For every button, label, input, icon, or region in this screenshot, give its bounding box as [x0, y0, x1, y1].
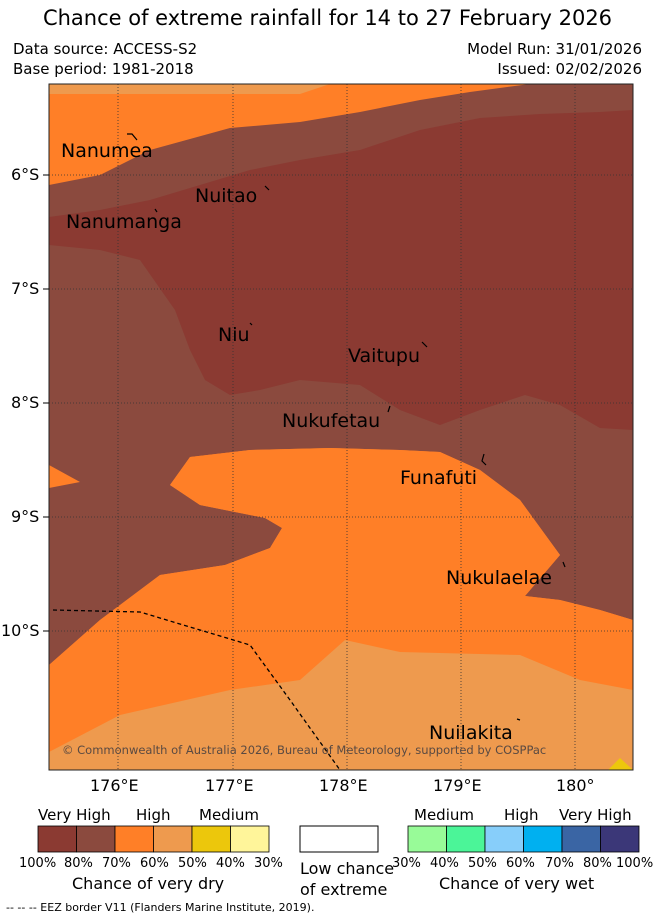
zone-very-high-dry-core	[49, 110, 633, 430]
place-label-nuitao: Nuitao	[195, 185, 258, 207]
wet-swatch-2	[484, 825, 524, 853]
place-label-nanumea: Nanumea	[61, 140, 153, 162]
lon-label-180: 180°	[556, 776, 595, 795]
dry-pct-40: 40%	[216, 856, 245, 871]
island-marks	[127, 133, 566, 721]
wet-swatch-0	[407, 825, 447, 853]
dry-swatch-2	[114, 825, 154, 853]
wet-header-medium: Medium	[414, 806, 474, 824]
yellow-corner	[608, 758, 633, 770]
dry-header-high: High	[136, 806, 171, 824]
dry-swatch-3	[153, 825, 193, 853]
dry-header-very-high: Very High	[38, 806, 111, 824]
low-chance-swatch	[299, 825, 379, 853]
model-run-label: Model Run: 31/01/2026	[467, 40, 642, 58]
wet-pct-80: 80%	[583, 856, 612, 871]
zone-medium-dry-south	[49, 640, 633, 770]
dry-swatch-1	[76, 825, 116, 853]
map-frame	[48, 83, 634, 771]
dry-pct-30: 30%	[254, 856, 283, 871]
wet-header-high: High	[504, 806, 539, 824]
place-label-niu: Niu	[218, 324, 250, 346]
wet-pct-70: 70%	[545, 856, 574, 871]
place-label-vaitupu: Vaitupu	[348, 345, 421, 367]
dry-pct-50: 50%	[178, 856, 207, 871]
base-period-label: Base period: 1981-2018	[13, 60, 194, 78]
wet-pct-100: 100%	[616, 856, 654, 871]
lat-label-8s: 8°S	[11, 393, 40, 412]
lat-tick-marks	[43, 174, 49, 632]
wet-pct-60: 60%	[506, 856, 535, 871]
eez-footer-note: -- -- -- EEZ border V11 (Flanders Marine…	[6, 901, 315, 914]
issued-label: Issued: 02/02/2026	[497, 60, 642, 78]
lon-label-177e: 177°E	[205, 776, 254, 795]
wet-swatch-5	[600, 825, 640, 853]
wet-pct-50: 50%	[468, 856, 497, 871]
place-label-nukufetau: Nukufetau	[282, 410, 381, 432]
wet-swatch-4	[561, 825, 601, 853]
wet-colorbar	[407, 825, 640, 853]
place-label-nukulaelae: Nukulaelae	[446, 567, 552, 589]
lat-label-10s: 10°S	[1, 621, 40, 640]
eez-border	[52, 609, 341, 771]
lon-label-176e: 176°E	[90, 776, 139, 795]
place-label-funafuti: Funafuti	[400, 467, 478, 489]
page-title: Chance of extreme rainfall for 14 to 27 …	[42, 6, 613, 30]
place-label-nanumanga: Nanumanga	[66, 211, 182, 233]
dry-swatch-4	[191, 825, 231, 853]
dry-pct-70: 70%	[102, 856, 131, 871]
wet-legend-title: Chance of very wet	[439, 874, 595, 893]
lon-label-179e: 179°E	[433, 776, 482, 795]
wet-pct-40: 40%	[430, 856, 459, 871]
wet-swatch-3	[523, 825, 563, 853]
place-label-nuilakita: Nuilakita	[429, 722, 513, 744]
graticule	[49, 84, 633, 770]
dry-pct-60: 60%	[140, 856, 169, 871]
dry-colorbar	[37, 825, 270, 853]
copyright-notice: © Commonwealth of Australia 2026, Bureau…	[62, 743, 547, 757]
lat-label-6s: 6°S	[11, 165, 40, 184]
dry-swatch-0	[37, 825, 77, 853]
dry-swatch-5	[230, 825, 270, 853]
wet-header-very-high: Very High	[559, 806, 632, 824]
data-source-label: Data source: ACCESS-S2	[13, 40, 198, 58]
lat-label-7s: 7°S	[11, 279, 40, 298]
wet-pct-30: 30%	[392, 856, 421, 871]
wet-swatch-1	[446, 825, 486, 853]
dry-header-medium: Medium	[199, 806, 259, 824]
lat-label-9s: 9°S	[11, 507, 40, 526]
low-chance-title-2: of extreme	[300, 880, 388, 899]
dry-legend-title: Chance of very dry	[72, 874, 225, 893]
dry-pct-100: 100%	[19, 856, 57, 871]
dry-pct-80: 80%	[64, 856, 93, 871]
low-chance-title-1: Low chance	[300, 859, 395, 878]
lon-label-178e: 178°E	[319, 776, 368, 795]
